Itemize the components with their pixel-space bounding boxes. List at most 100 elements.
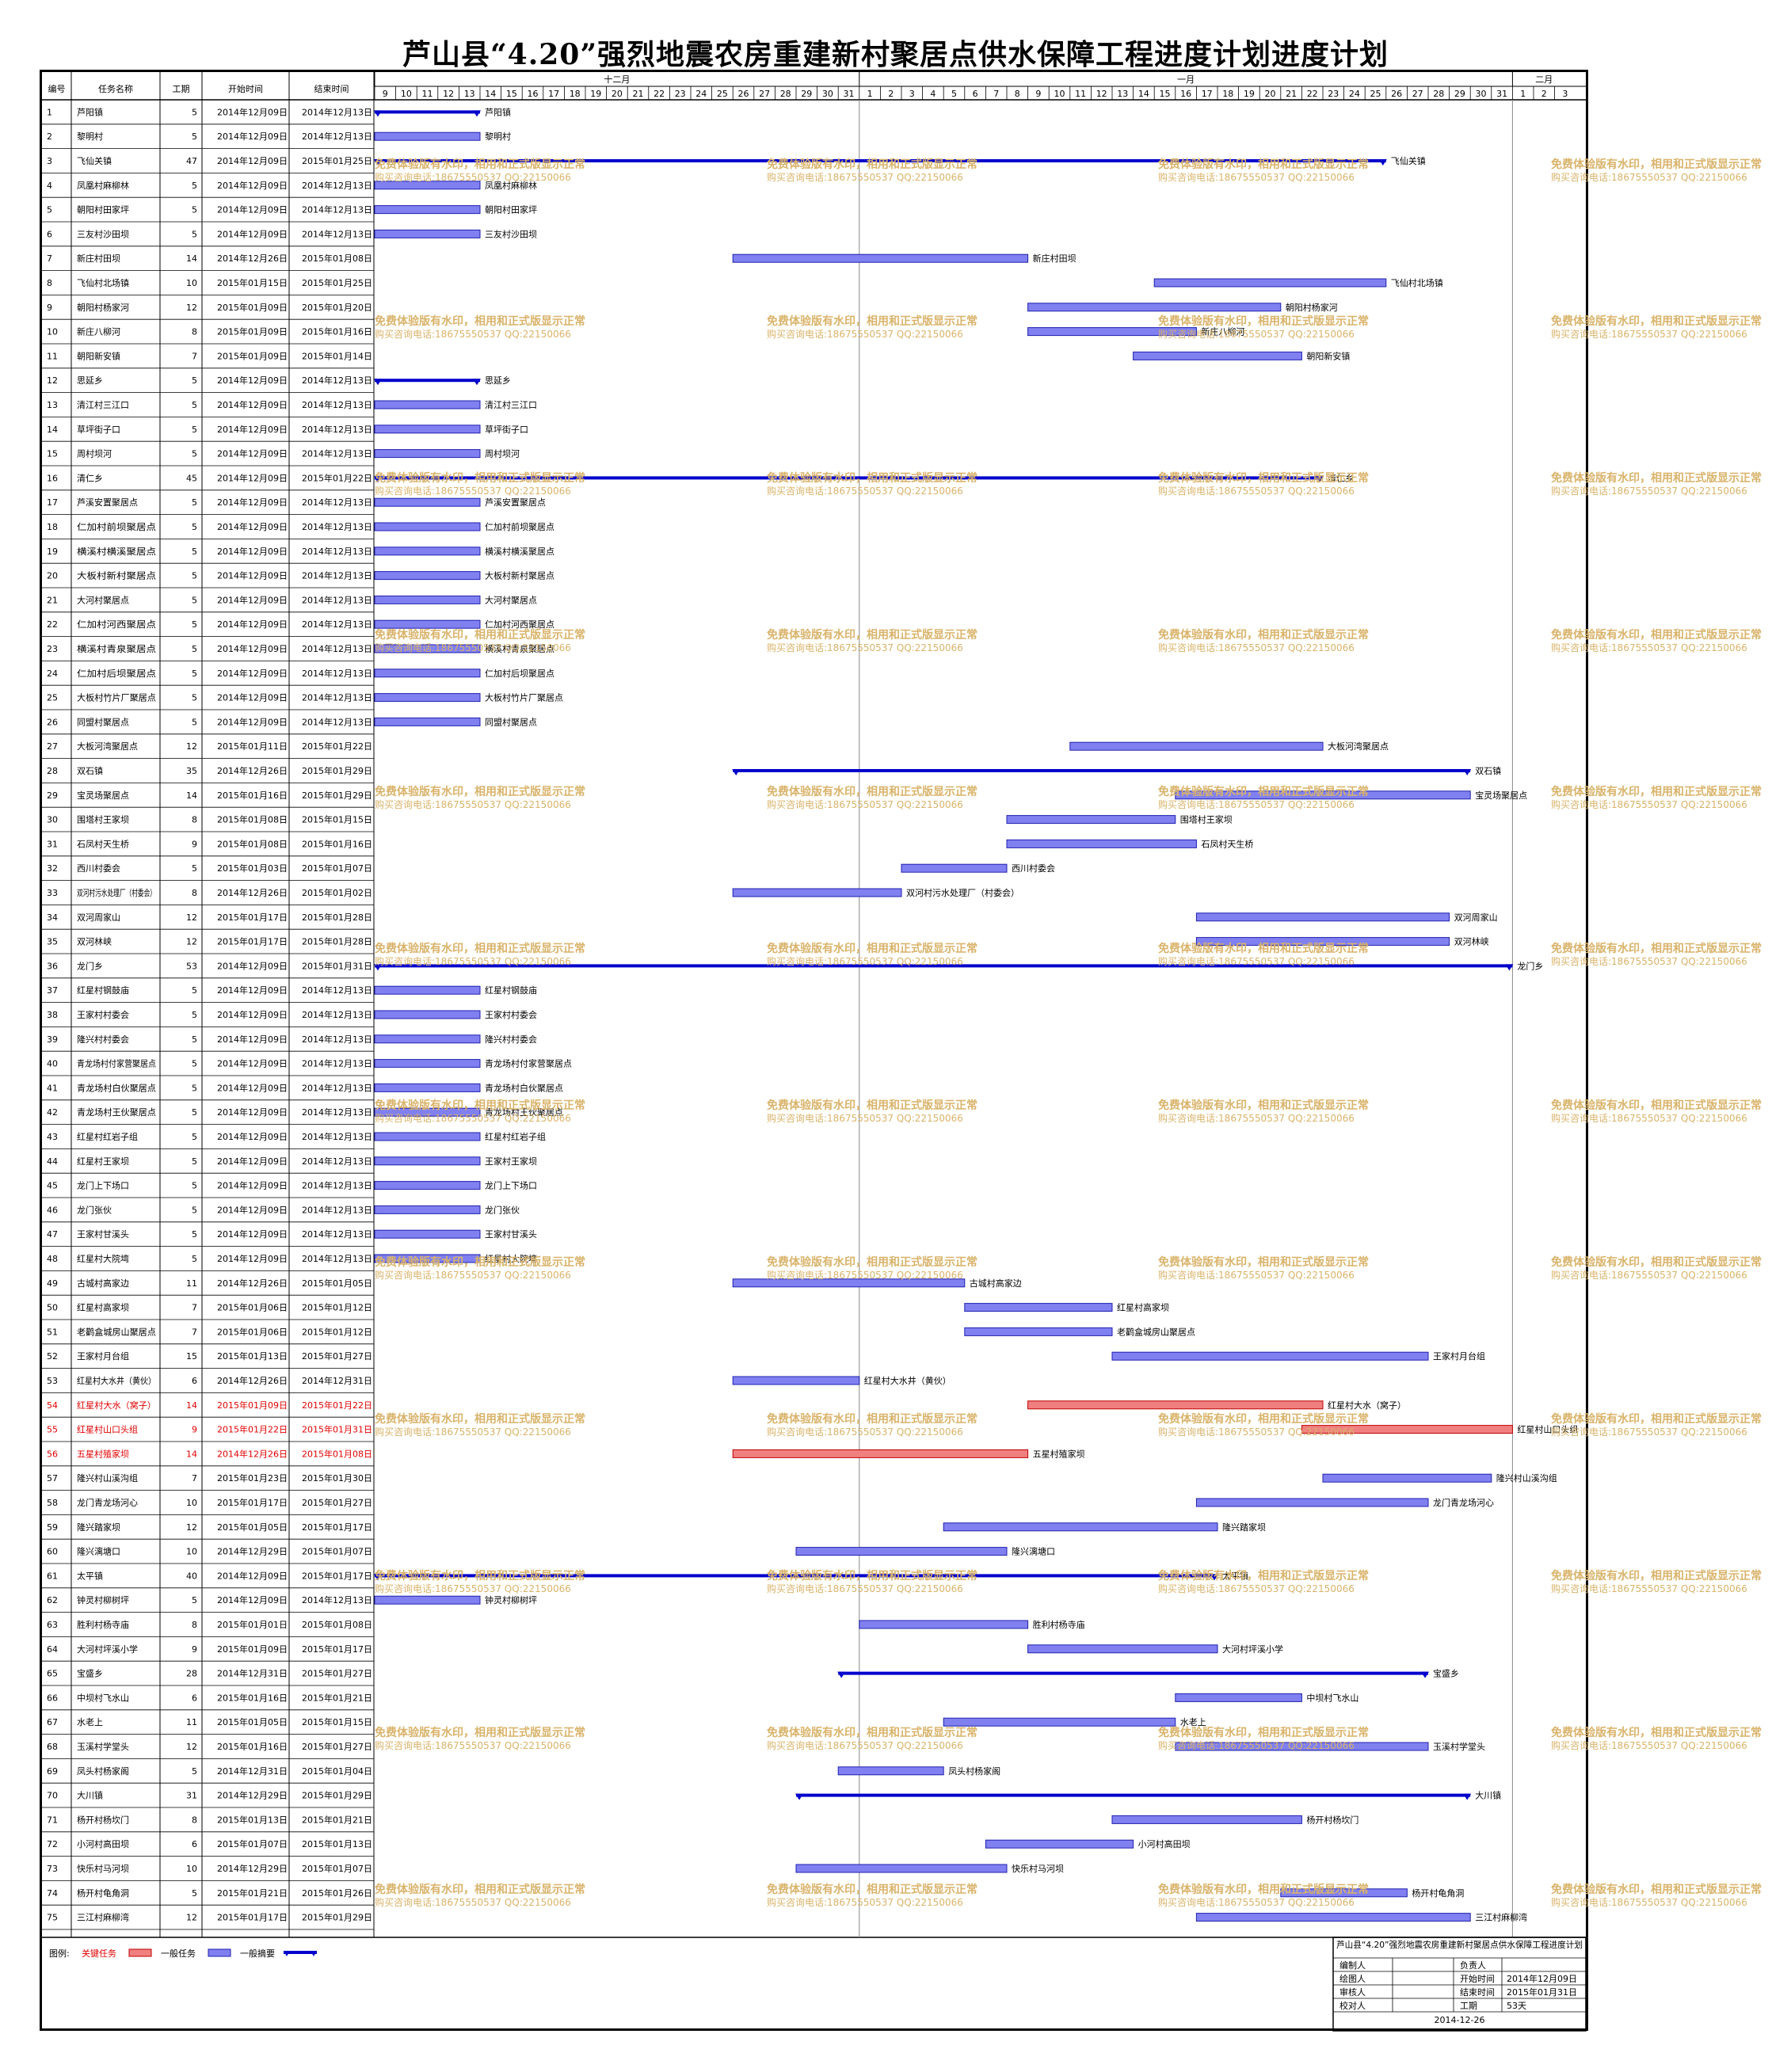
task-end: 2014年12月13日 — [302, 204, 372, 215]
bar-label: 凤凰村麻柳林 — [485, 180, 537, 191]
task-duration: 5 — [192, 547, 197, 557]
task-name: 横溪村青泉聚居点 — [77, 643, 156, 654]
task-start: 2015年01月17日 — [217, 1497, 288, 1508]
task-name: 隆兴村山溪沟组 — [77, 1472, 138, 1484]
month-label: 二月 — [1535, 74, 1553, 85]
task-end: 2014年12月13日 — [302, 570, 372, 581]
task-duration: 10 — [186, 1547, 197, 1557]
watermark-line2: 购买咨询电话:18675550537 QQ:22150066 — [1551, 1583, 1747, 1594]
task-end: 2015年01月12日 — [302, 1302, 372, 1313]
task-bar — [374, 1107, 481, 1117]
day-label: 23 — [675, 89, 686, 99]
task-id: 31 — [47, 839, 58, 849]
task-name: 新庄八柳河 — [77, 326, 120, 337]
day-label: 7 — [993, 89, 999, 99]
task-start: 2014年12月09日 — [217, 204, 288, 215]
legend-label: 图例: — [49, 1948, 70, 1959]
task-name: 钟灵村柳树坪 — [77, 1594, 129, 1605]
task-id: 57 — [47, 1473, 58, 1484]
day-label: 28 — [780, 89, 791, 99]
bar-label: 清江村三江口 — [485, 399, 537, 410]
day-label: 10 — [1054, 89, 1065, 99]
task-end: 2014年12月13日 — [302, 1228, 372, 1240]
info-label: 开始时间 — [1460, 1973, 1495, 1984]
task-name: 龙门青龙场河心 — [77, 1497, 138, 1508]
watermark-line2: 购买咨询电话:18675550537 QQ:22150066 — [1158, 955, 1355, 967]
day-label: 3 — [1562, 89, 1568, 99]
task-end: 2014年12月13日 — [302, 1180, 372, 1191]
watermark-line2: 购买咨询电话:18675550537 QQ:22150066 — [375, 798, 571, 810]
page-title: 芦山县“4.20”强烈地震农房重建新村聚居点供水保障工程进度计划进度计划 — [402, 38, 1389, 71]
task-duration: 14 — [186, 790, 197, 801]
task-bar — [374, 985, 481, 995]
day-label: 2 — [888, 89, 894, 99]
day-label: 17 — [548, 89, 559, 99]
bar-label: 清仁乡 — [1328, 473, 1354, 483]
task-bar — [374, 181, 481, 190]
watermark-line2: 购买咨询电话:18675550537 QQ:22150066 — [1551, 1739, 1747, 1751]
task-end: 2014年12月13日 — [302, 1058, 372, 1069]
legend-normal-label: 一般任务 — [161, 1948, 196, 1959]
watermark-line1: 免费体验版有水印，相用和正式版显示正常 — [375, 628, 585, 642]
day-label: 5 — [951, 89, 957, 99]
task-start: 2014年12月09日 — [217, 546, 288, 557]
task-name: 龙门张伙 — [77, 1204, 112, 1215]
bar-label: 思延乡 — [485, 375, 511, 386]
task-id: 41 — [47, 1083, 58, 1093]
task-id: 39 — [47, 1034, 58, 1045]
task-id: 37 — [47, 985, 58, 996]
task-name: 朝阳村杨家河 — [77, 302, 129, 313]
task-start: 2014年12月26日 — [217, 1278, 288, 1289]
bar-label: 红星村红岩子组 — [485, 1131, 546, 1142]
task-start: 2014年12月26日 — [217, 1448, 288, 1459]
task-end: 2014年12月13日 — [302, 180, 372, 191]
task-end: 2014年12月13日 — [302, 1156, 372, 1167]
task-bar — [1027, 303, 1282, 312]
bar-label: 龙门上下场口 — [485, 1180, 537, 1191]
task-duration: 5 — [192, 1766, 197, 1777]
task-start: 2014年12月09日 — [217, 521, 288, 532]
watermark-line1: 免费体验版有水印，相用和正式版显示正常 — [1551, 471, 1762, 485]
day-label: 9 — [1035, 89, 1041, 99]
day-label: 12 — [1096, 89, 1107, 99]
watermark-line1: 免费体验版有水印，相用和正式版显示正常 — [1158, 158, 1369, 171]
task-start: 2015年01月17日 — [217, 1912, 288, 1923]
task-duration: 53 — [186, 961, 197, 971]
task-id: 49 — [47, 1278, 58, 1289]
bar-label: 王家村月台组 — [1433, 1350, 1485, 1362]
bar-label: 青龙场村王伙聚居点 — [485, 1106, 563, 1118]
day-label: 20 — [612, 89, 623, 99]
bar-label: 同盟村聚居点 — [485, 716, 537, 727]
watermark-line2: 购买咨询电话:18675550537 QQ:22150066 — [767, 1112, 963, 1124]
task-start: 2014年12月09日 — [217, 716, 288, 727]
task-end: 2015年01月30日 — [302, 1472, 372, 1484]
task-duration: 8 — [192, 1815, 197, 1825]
task-bar — [374, 1010, 481, 1019]
bar-label: 凤头村杨家阁 — [948, 1765, 1000, 1777]
day-label: 30 — [1476, 89, 1487, 99]
task-id: 44 — [47, 1156, 58, 1167]
task-start: 2014年12月09日 — [217, 1180, 288, 1191]
watermark-line2: 购买咨询电话:18675550537 QQ:22150066 — [375, 485, 571, 497]
task-bar — [1195, 912, 1450, 922]
task-bar — [901, 863, 1008, 873]
task-id: 10 — [47, 327, 58, 337]
task-end: 2015年01月17日 — [302, 1570, 372, 1581]
task-id: 4 — [47, 181, 52, 191]
task-start: 2014年12月09日 — [217, 424, 288, 435]
task-duration: 6 — [192, 1376, 197, 1386]
task-id: 65 — [47, 1669, 58, 1679]
summary-start-marker — [374, 476, 382, 483]
task-name: 五星村殖家坝 — [77, 1448, 129, 1459]
legend-summary-marker — [284, 1951, 290, 1956]
watermark-line2: 购买咨询电话:18675550537 QQ:22150066 — [1551, 1269, 1747, 1281]
task-end: 2014年12月13日 — [302, 106, 372, 117]
bar-label: 黎明村 — [485, 131, 511, 142]
task-start: 2014年12月09日 — [217, 1106, 288, 1118]
info-label: 绘图人 — [1339, 1973, 1366, 1984]
task-bar — [374, 1034, 481, 1044]
watermark-line1: 免费体验版有水印，相用和正式版显示正常 — [1158, 785, 1369, 798]
day-label: 27 — [1412, 89, 1423, 99]
task-duration: 5 — [192, 131, 197, 142]
day-label: 29 — [1454, 89, 1465, 99]
